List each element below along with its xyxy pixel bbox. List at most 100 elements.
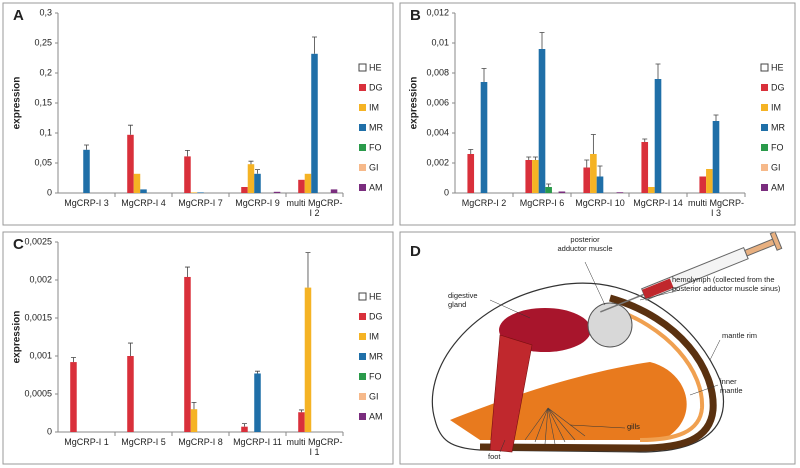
- legend-swatch: [359, 104, 366, 111]
- diagram-label-text: posterior adductor muscle: [557, 236, 613, 253]
- legend-swatch: [359, 393, 366, 400]
- bar: [545, 187, 552, 193]
- legend-label: DG: [369, 82, 383, 92]
- x-tick-label-box: MgCRP-I 5: [121, 437, 166, 447]
- bar: [184, 276, 191, 432]
- legend-label: FO: [369, 371, 382, 381]
- x-tick-label: MgCRP-I 5: [121, 437, 166, 447]
- legend-swatch: [358, 63, 367, 72]
- legend-label: HE: [369, 62, 382, 72]
- bar: [648, 187, 655, 193]
- x-tick-label-box: MgCRP-I 14: [633, 198, 683, 208]
- legend-swatch: [359, 333, 366, 340]
- error-bar: [312, 36, 317, 54]
- leader-lines: [489, 261, 721, 453]
- x-tick-label-box: multi MgCRP-I 1: [286, 437, 342, 457]
- x-tick-label: MgCRP-I 14: [633, 198, 683, 208]
- bar: [127, 356, 134, 432]
- error-bar: [597, 165, 603, 177]
- diagram-label-text: mantle rim: [722, 332, 758, 340]
- x-tick-label-box: MgCRP-I 9: [235, 198, 280, 208]
- panel-label: A: [13, 7, 24, 24]
- bar: [184, 156, 191, 193]
- diagram-label: inner mantle: [720, 378, 743, 394]
- x-tick-label-box: MgCRP-I 2: [461, 198, 507, 208]
- diagram-label: foot: [488, 453, 501, 461]
- error-bar: [184, 150, 190, 157]
- diagram-label-text: digestive gland: [448, 292, 478, 309]
- legend-swatch: [761, 164, 768, 171]
- error-bar: [255, 370, 260, 374]
- error-bar: [127, 342, 133, 356]
- x-tick-label: MgCRP-I 10: [575, 198, 625, 208]
- error-bar: [184, 266, 190, 277]
- bar: [699, 176, 707, 193]
- legend-swatch: [359, 353, 366, 360]
- legend-label: IM: [369, 331, 379, 341]
- bar: [311, 53, 318, 193]
- bar: [247, 164, 255, 193]
- bar: [583, 167, 591, 193]
- y-tick-label: 0,0025: [24, 236, 52, 246]
- legend-swatch: [761, 144, 768, 151]
- bar: [467, 154, 475, 193]
- error-bar: [655, 63, 661, 79]
- legend-label: FO: [771, 142, 784, 152]
- legend-label: IM: [771, 102, 781, 112]
- y-tick-label: 0: [47, 187, 52, 197]
- error-bar: [248, 160, 254, 165]
- mantle-rim: [479, 294, 717, 452]
- diagram-label: gills: [627, 423, 640, 431]
- legend-swatch: [359, 413, 366, 420]
- x-tick-label: MgCRP-I 7: [178, 198, 223, 208]
- legend-swatch: [358, 292, 367, 301]
- legend-swatch: [761, 124, 768, 131]
- x-tick-label-box: MgCRP-I 7: [178, 198, 223, 208]
- error-bar: [532, 156, 538, 160]
- bar: [480, 82, 488, 193]
- y-axis-label: expression: [12, 311, 23, 364]
- x-tick-label: multi MgCRP-I 2: [286, 198, 343, 218]
- x-tick-label: multi MgCRP-I 3: [687, 198, 744, 218]
- x-tick-label: MgCRP-I 4: [121, 198, 166, 208]
- y-tick-label: 0,25: [34, 37, 52, 47]
- y-tick-label: 0,006: [426, 97, 449, 107]
- legend-swatch: [359, 164, 366, 171]
- diagram-label: mantle rim: [722, 332, 758, 340]
- error-bar: [642, 138, 648, 142]
- mantle-edge: [604, 304, 705, 442]
- bar: [140, 189, 147, 193]
- y-tick-label: 0,002: [426, 157, 449, 167]
- legend-label: IM: [369, 102, 379, 112]
- digestive-gland: [499, 308, 591, 352]
- panel-label: D: [410, 243, 421, 260]
- legend-label: HE: [369, 291, 382, 301]
- y-tick-label: 0,3: [39, 7, 52, 17]
- y-tick-label: 0,15: [34, 97, 52, 107]
- bar: [197, 192, 204, 193]
- error-bar: [70, 357, 76, 363]
- bar: [304, 287, 312, 432]
- panel-frame: [2, 231, 394, 465]
- bar: [538, 49, 546, 193]
- legend-swatch: [359, 124, 366, 131]
- bar: [596, 176, 604, 193]
- legend-label: AM: [771, 182, 785, 192]
- x-tick-label: MgCRP-I 2: [461, 198, 507, 208]
- y-tick-label: 0,2: [39, 67, 52, 77]
- bar: [298, 179, 305, 193]
- legend-label: MR: [369, 122, 383, 132]
- x-tick-label: MgCRP-I 9: [235, 198, 280, 208]
- legend-label: AM: [369, 182, 383, 192]
- y-tick-label: 0,008: [426, 67, 449, 77]
- error-bar: [590, 134, 596, 154]
- bar: [330, 189, 338, 193]
- y-tick-label: 0,0015: [24, 312, 52, 322]
- bar: [558, 191, 566, 193]
- legend-label: DG: [369, 311, 383, 321]
- error-bar: [241, 423, 247, 427]
- bar: [133, 173, 141, 193]
- error-bar: [539, 32, 545, 49]
- x-tick-label: MgCRP-I 1: [64, 437, 109, 447]
